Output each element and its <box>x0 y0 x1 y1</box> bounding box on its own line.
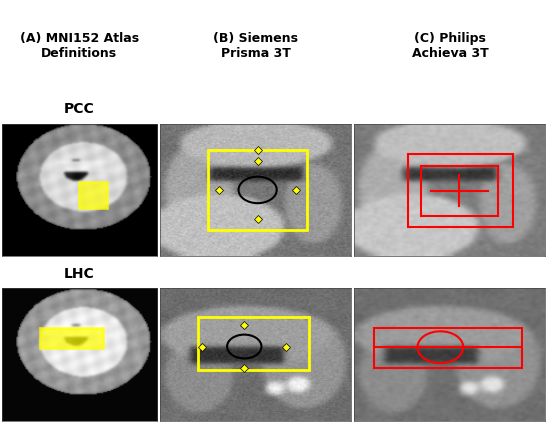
Text: PCC: PCC <box>64 102 95 116</box>
Bar <box>199 317 309 371</box>
Bar <box>421 166 498 216</box>
Bar <box>79 182 107 208</box>
Bar <box>40 328 103 348</box>
Text: (B) Siemens
Prisma 3T: (B) Siemens Prisma 3T <box>213 32 298 60</box>
Bar <box>208 150 307 230</box>
Text: (A) MNI152 Atlas
Definitions: (A) MNI152 Atlas Definitions <box>20 32 139 60</box>
Bar <box>374 328 522 368</box>
Bar <box>408 154 513 227</box>
Text: (C) Philips
Achieva 3T: (C) Philips Achieva 3T <box>411 32 488 60</box>
Text: LHC: LHC <box>64 267 95 281</box>
